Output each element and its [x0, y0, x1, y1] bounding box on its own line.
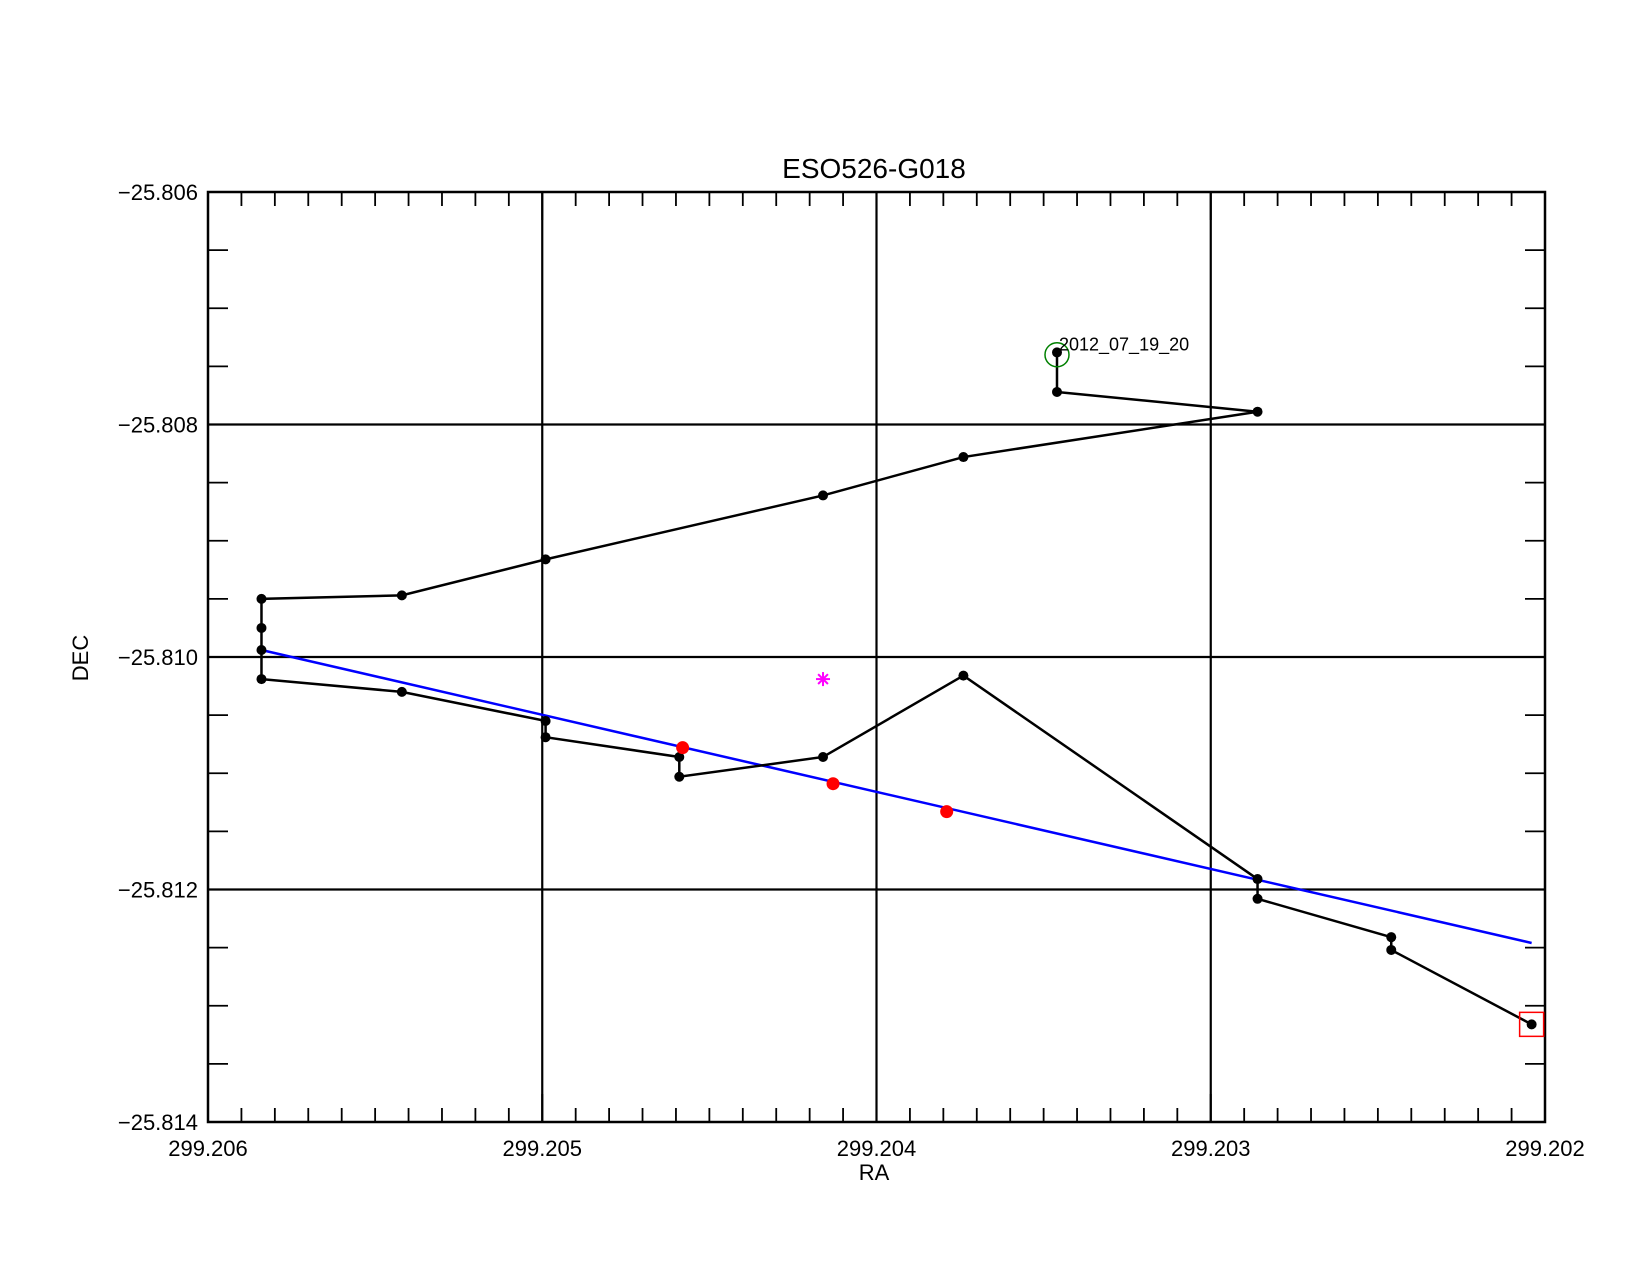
track-point	[1386, 932, 1397, 943]
y-tick-labels: −25.806 −25.808 −25.810 −25.812 −25.814	[118, 180, 198, 1135]
track-point	[540, 554, 551, 565]
track-point	[818, 490, 829, 501]
x-tick-label: 299.206	[168, 1136, 248, 1161]
x-axis-title: RA	[859, 1160, 890, 1185]
red-point	[826, 777, 840, 791]
track-point	[958, 670, 969, 681]
tick-marks	[207, 191, 1546, 1123]
point-annotation: 2012_07_19_20	[1059, 334, 1189, 355]
track-point	[396, 686, 407, 697]
track-point	[1051, 386, 1062, 397]
start-circle-marker	[1044, 342, 1070, 368]
x-tick-label: 299.205	[502, 1136, 582, 1161]
track-point	[256, 645, 267, 656]
track-point	[1386, 944, 1397, 955]
plot-frame	[206, 190, 1547, 1124]
x-tick-label: 299.204	[837, 1136, 917, 1161]
track-point	[674, 751, 685, 762]
track-point	[256, 593, 267, 604]
track-point	[1252, 406, 1263, 417]
annotation-layer: 2012_07_19_20	[1059, 334, 1189, 355]
y-tick-label: −25.812	[118, 878, 198, 903]
y-tick-label: −25.810	[118, 645, 198, 670]
y-tick-label: −25.806	[118, 180, 198, 205]
red-point	[676, 741, 690, 755]
track-point	[540, 715, 551, 726]
y-axis-title: DEC	[68, 635, 93, 682]
y-tick-label: −25.814	[118, 1110, 198, 1135]
track-point	[1252, 874, 1263, 885]
marker-layer	[1044, 342, 1545, 1038]
track-point	[256, 674, 267, 685]
track-point	[1252, 893, 1263, 904]
red-point	[940, 805, 954, 819]
x-tick-label: 299.203	[1171, 1136, 1251, 1161]
track-point	[540, 732, 551, 743]
track-point	[958, 452, 969, 463]
track-point	[1051, 347, 1062, 358]
track-point	[256, 622, 267, 633]
track-point	[818, 751, 829, 762]
fit-line	[261, 648, 1532, 945]
asterisk-stroke	[817, 673, 829, 685]
chart-title: ESO526-G018	[782, 153, 966, 184]
track-point	[674, 771, 685, 782]
grid-lines	[208, 192, 1545, 1122]
series-layer	[256, 347, 1537, 1030]
end-square-marker	[1518, 1011, 1545, 1038]
track-point	[396, 590, 407, 601]
x-tick-labels: 299.206 299.205 299.204 299.203 299.202	[168, 1136, 1585, 1161]
magenta-asterisk	[816, 672, 831, 687]
y-tick-label: −25.808	[118, 413, 198, 438]
x-tick-label: 299.202	[1505, 1136, 1585, 1161]
track-line	[260, 352, 1533, 1026]
track-point	[1526, 1019, 1537, 1030]
